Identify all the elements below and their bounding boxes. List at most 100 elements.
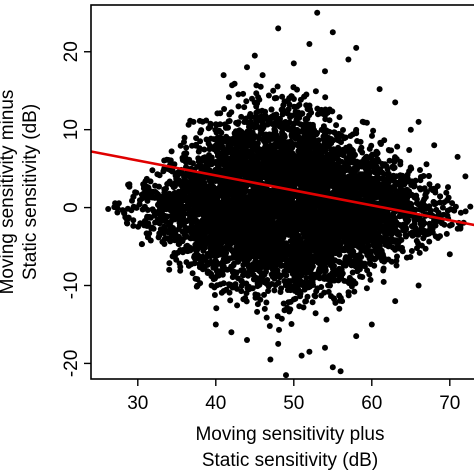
data-point <box>235 91 242 98</box>
data-point <box>130 222 137 229</box>
data-point <box>185 186 192 193</box>
data-point <box>333 122 340 129</box>
data-point <box>271 126 278 133</box>
data-point <box>183 144 190 151</box>
data-point <box>265 288 272 294</box>
data-point <box>226 141 233 148</box>
data-point <box>351 150 357 157</box>
data-point <box>444 212 451 219</box>
data-point <box>443 189 450 196</box>
data-points <box>105 9 474 379</box>
data-point <box>467 203 474 210</box>
data-point <box>386 157 393 164</box>
data-point <box>322 94 329 101</box>
data-point <box>115 200 122 207</box>
data-point <box>431 222 438 229</box>
data-point <box>276 326 282 333</box>
data-point <box>306 250 313 257</box>
data-point <box>234 302 241 309</box>
data-point <box>433 206 440 213</box>
data-point <box>329 256 335 262</box>
data-point <box>347 133 354 139</box>
data-point <box>393 262 400 269</box>
data-point <box>351 288 358 295</box>
data-point <box>292 295 299 302</box>
data-point <box>238 282 245 289</box>
data-point <box>394 143 401 150</box>
data-point <box>271 287 278 294</box>
data-point <box>128 207 135 214</box>
data-point <box>263 314 270 321</box>
data-point <box>258 113 265 120</box>
data-point <box>287 306 294 313</box>
data-point <box>274 267 281 274</box>
data-point <box>362 165 369 172</box>
data-point <box>254 301 261 308</box>
data-point <box>452 203 459 210</box>
data-point <box>380 162 387 169</box>
data-point <box>300 304 307 311</box>
data-point <box>192 275 199 282</box>
data-point <box>177 267 184 274</box>
data-point <box>314 285 321 292</box>
data-point <box>397 158 404 165</box>
data-point <box>241 119 248 125</box>
data-point <box>309 299 316 306</box>
data-point <box>354 164 360 171</box>
data-point <box>437 233 443 240</box>
data-point <box>222 124 229 131</box>
data-point <box>293 116 300 123</box>
data-point <box>181 139 187 145</box>
data-point <box>291 103 298 110</box>
data-point <box>240 90 247 97</box>
data-point <box>282 240 289 247</box>
data-point <box>217 281 224 288</box>
data-point <box>406 147 413 153</box>
data-point <box>267 114 274 121</box>
data-point <box>323 316 330 323</box>
data-point <box>180 214 187 221</box>
data-point <box>213 122 220 129</box>
data-point <box>211 292 218 298</box>
data-point <box>304 293 311 300</box>
data-point <box>280 300 287 307</box>
data-point <box>146 194 153 200</box>
data-point <box>238 113 245 120</box>
data-point <box>312 310 319 317</box>
data-point <box>439 204 446 211</box>
data-point <box>353 130 360 137</box>
data-point <box>327 282 333 289</box>
data-point <box>263 280 270 287</box>
data-point <box>190 224 197 231</box>
data-point <box>256 96 263 103</box>
data-point <box>380 265 387 272</box>
data-point <box>302 143 309 150</box>
data-point <box>281 307 288 314</box>
data-point <box>283 272 290 279</box>
data-point <box>408 201 415 208</box>
data-point <box>263 299 270 306</box>
data-point <box>394 253 400 260</box>
data-point <box>343 155 350 162</box>
data-point <box>125 181 132 188</box>
data-point <box>245 205 252 212</box>
data-point <box>298 272 305 279</box>
data-point <box>251 99 258 106</box>
data-point <box>193 243 200 250</box>
data-point <box>169 181 176 188</box>
data-point <box>326 117 333 124</box>
data-point <box>420 173 427 179</box>
data-point <box>423 161 430 168</box>
data-point <box>371 256 378 263</box>
data-point <box>367 276 374 283</box>
data-point <box>380 278 387 285</box>
data-point <box>253 90 260 97</box>
data-point <box>272 134 279 141</box>
data-point <box>457 209 464 216</box>
data-point <box>417 167 423 173</box>
data-point <box>279 93 286 100</box>
data-point <box>348 283 355 290</box>
data-point <box>349 269 356 276</box>
data-point <box>208 156 215 163</box>
